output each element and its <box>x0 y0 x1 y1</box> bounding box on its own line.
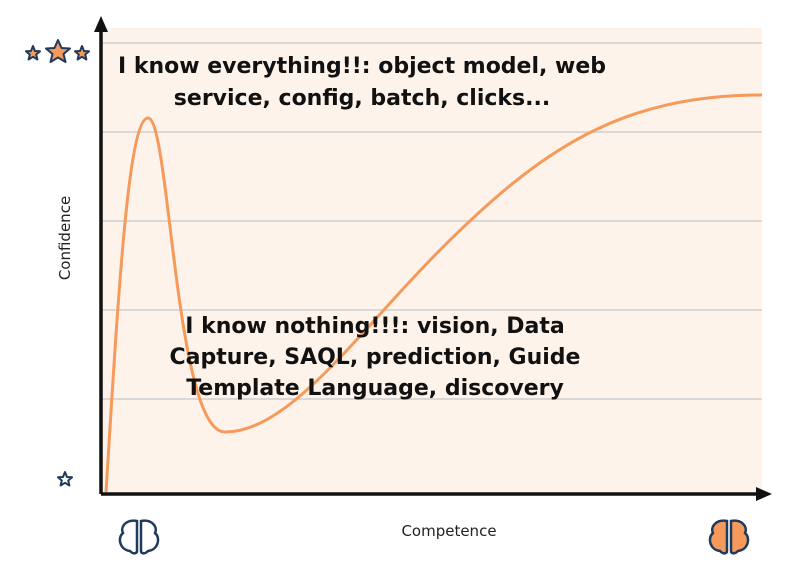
curve <box>104 93 763 493</box>
annotation-line: Template Language, discovery <box>186 376 564 401</box>
star <box>74 45 90 61</box>
brain-empty <box>118 519 160 555</box>
grid <box>101 42 762 400</box>
brain-full <box>708 519 750 555</box>
star <box>25 45 41 61</box>
stars-high <box>25 39 90 63</box>
x-axis-label: Competence <box>401 522 496 540</box>
x-arrow <box>756 487 772 501</box>
star-low <box>57 471 73 487</box>
y-axis-label: Confidence <box>56 196 74 280</box>
star <box>45 39 71 63</box>
annotation-line: I know everything!!: object model, web <box>118 54 606 79</box>
axes <box>94 16 772 501</box>
annotation-line: Capture, SAQL, prediction, Guide <box>170 345 581 370</box>
y-arrow <box>94 16 108 32</box>
annotation-line: service, config, batch, clicks... <box>174 86 550 111</box>
plot-background <box>101 28 762 494</box>
annotation-line: I know nothing!!!: vision, Data <box>185 314 564 339</box>
